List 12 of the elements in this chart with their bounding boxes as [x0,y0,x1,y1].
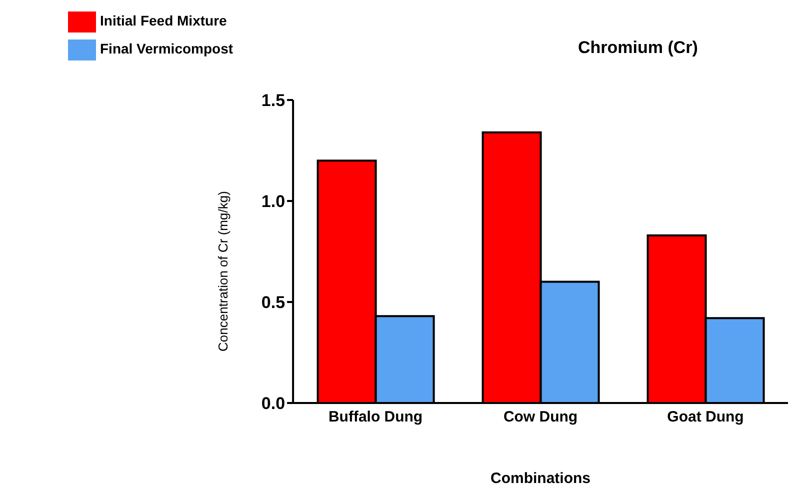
chart-title: Chromium (Cr) [578,38,698,58]
legend-label: Final Vermicompost [100,40,234,57]
y-tick-label: 1.0 [261,192,286,212]
legend-label: Initial Feed Mixture [100,12,227,29]
x-tick-label: Buffalo Dung [328,408,423,426]
x-axis-title: Combinations [490,470,591,487]
y-tick-label: 0.5 [261,293,286,312]
x-tick-label: Cow Dung [503,408,578,426]
x-tick-label: Goat Dung [667,408,744,426]
y-tick-label: 0.0 [261,394,286,414]
y-axis-title: Concentration of Cr (mg/kg) [216,191,231,352]
y-tick-label: 1.5 [261,91,286,110]
